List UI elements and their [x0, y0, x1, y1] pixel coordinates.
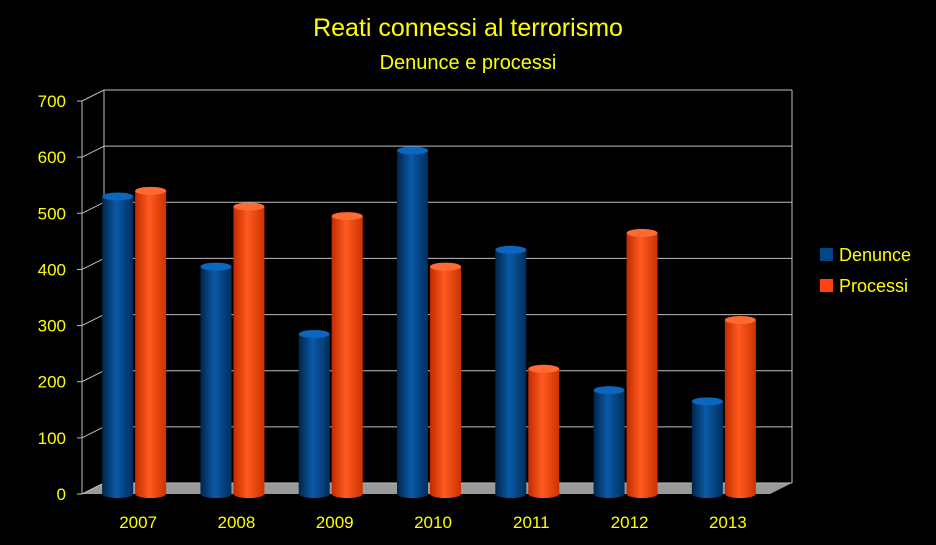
y-tick-label: 400: [38, 260, 66, 279]
bars: [102, 146, 756, 498]
y-tick-label: 0: [57, 485, 66, 504]
bar-body: [724, 319, 756, 494]
bar-base: [102, 490, 134, 498]
bar-top: [593, 386, 625, 395]
bar-top: [331, 212, 363, 221]
bar-top: [495, 245, 527, 254]
bar-processi: [724, 315, 756, 498]
bar-body: [430, 266, 461, 494]
bar-base: [298, 490, 330, 498]
x-tick-label: 2011: [513, 513, 550, 532]
bar-processi: [626, 228, 658, 498]
gridline-side: [81, 426, 105, 439]
bar-processi: [135, 186, 167, 498]
legend-label: Processi: [839, 276, 908, 296]
bar-body: [298, 333, 330, 494]
bar-body: [626, 232, 658, 494]
bar-base: [397, 490, 428, 498]
bar-base: [626, 490, 658, 498]
bar-base: [724, 490, 756, 498]
bar-base: [200, 490, 232, 498]
bar-top: [397, 146, 428, 155]
legend-label: Denunce: [839, 245, 911, 265]
y-tick-label: 600: [38, 148, 66, 167]
y-tick-label: 700: [38, 92, 66, 111]
bar-top: [626, 228, 658, 237]
bar-base: [495, 490, 527, 498]
legend-swatch: [820, 279, 833, 292]
y-tick-label: 300: [38, 317, 66, 336]
y-tick-label: 200: [38, 373, 66, 392]
bar-base: [691, 490, 723, 498]
gridline-side: [81, 89, 105, 102]
bar-body: [691, 401, 723, 494]
bar-top: [691, 397, 723, 406]
bar-base: [135, 490, 167, 498]
bar-top: [724, 315, 756, 324]
x-tick-label: 2009: [316, 513, 354, 532]
x-tick-label: 2007: [119, 513, 157, 532]
bar-denunce: [691, 397, 723, 498]
bar-processi: [331, 212, 363, 498]
chart-title: Reati connessi al terrorismo: [313, 14, 623, 42]
x-tick-label: 2012: [611, 513, 649, 532]
y-axis-ticks: 0 100 200 300 400 500 600 700: [38, 92, 66, 504]
x-tick-label: 2010: [414, 513, 452, 532]
bar-processi: [430, 262, 461, 498]
bar-denunce: [397, 146, 428, 498]
bar-body: [102, 196, 134, 494]
bar-body: [495, 249, 527, 494]
bar-body: [135, 190, 167, 495]
gridline-side: [81, 201, 105, 214]
bar-denunce: [102, 192, 134, 498]
bar-top: [233, 202, 265, 211]
y-tick-label: 100: [38, 429, 66, 448]
bar-body: [233, 206, 265, 494]
bar-processi: [233, 202, 265, 498]
bar-top: [298, 329, 330, 338]
bar-top: [102, 192, 134, 201]
bar-base: [593, 490, 625, 498]
bar-base: [233, 490, 265, 498]
x-tick-label: 2013: [709, 513, 747, 532]
bar-top: [135, 186, 167, 195]
bar-base: [331, 490, 363, 498]
legend: Denunce Processi: [820, 245, 911, 296]
bar-top: [200, 262, 232, 271]
bar-denunce: [593, 386, 625, 498]
bar-body: [200, 266, 232, 494]
gridline-side: [81, 370, 105, 383]
bar-denunce: [495, 245, 527, 498]
gridline-side: [81, 257, 105, 270]
y-tick-label: 500: [38, 204, 66, 223]
bar-top: [430, 262, 461, 271]
bar-denunce: [298, 329, 330, 498]
gridline-side: [81, 145, 105, 158]
bar-base: [430, 490, 461, 498]
bar-denunce: [200, 262, 232, 498]
bar-body: [593, 390, 625, 494]
x-axis-ticks: 2007 2008 2009 2010 2011 2012 2013: [119, 513, 747, 532]
gridline-side: [81, 482, 105, 495]
gridline-side: [81, 314, 105, 327]
bar-processi: [528, 364, 560, 498]
x-tick-label: 2008: [218, 513, 256, 532]
bar-body: [397, 150, 428, 495]
legend-swatch: [820, 248, 833, 261]
chart-subtitle: Denunce e processi: [379, 52, 557, 74]
bar-base: [528, 490, 560, 498]
bar-body: [528, 368, 560, 494]
bar-body: [331, 216, 363, 495]
bar-top: [528, 364, 560, 373]
